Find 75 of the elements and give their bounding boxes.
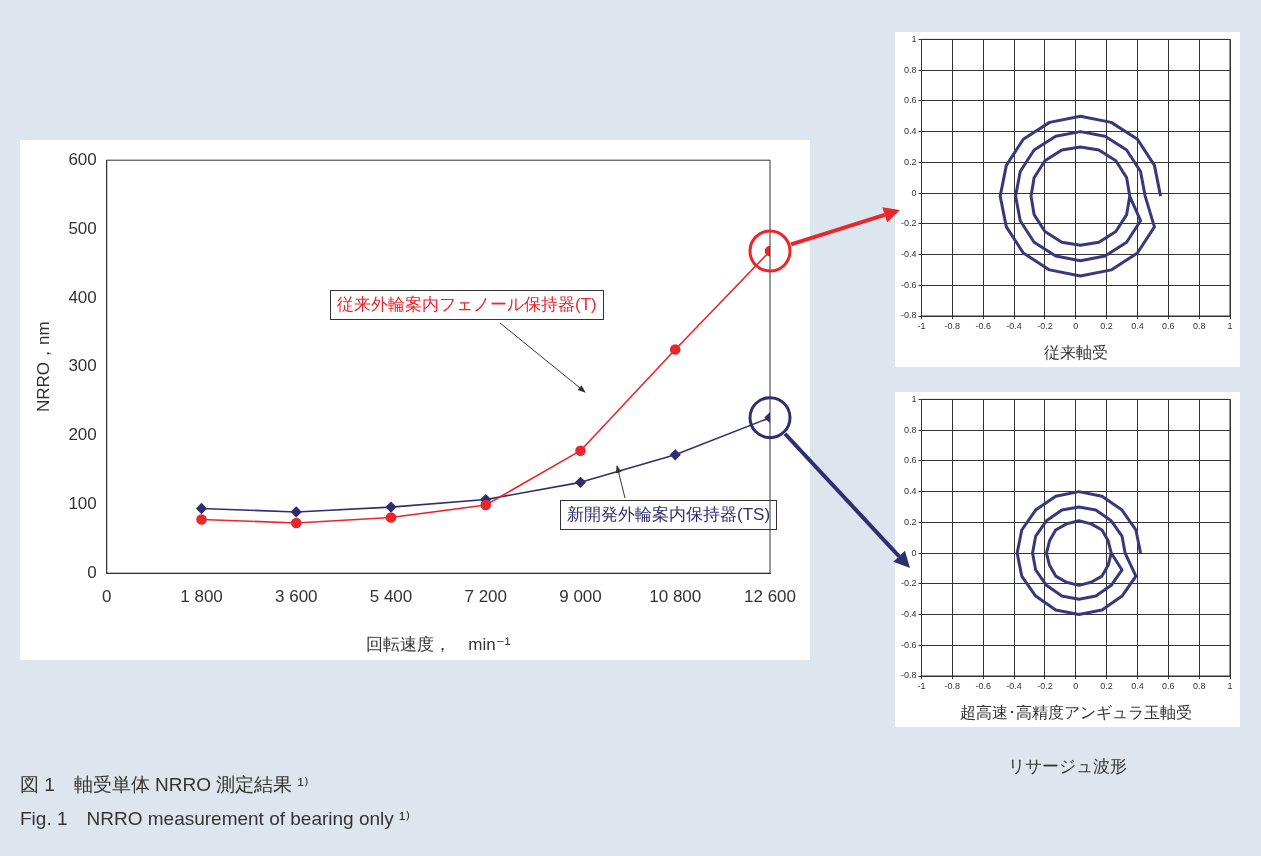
y-tick-label: 0.8 (903, 64, 917, 75)
point (196, 514, 207, 525)
point (385, 512, 397, 523)
y-tick-label: -0.8 (900, 310, 917, 321)
point (669, 449, 681, 461)
y-tick-label: 600 (68, 149, 97, 169)
x-tick-label: 0.8 (1192, 680, 1206, 691)
point (290, 506, 302, 518)
y-tick-label: 1 (911, 33, 917, 44)
x-tick-label: 0.6 (1162, 680, 1175, 691)
x-tick-label: 5 400 (369, 587, 413, 607)
x-tick-label: -0.2 (1037, 680, 1053, 691)
x-tick-label: 1 (1227, 680, 1233, 691)
x-tick-label: 1 800 (180, 587, 223, 607)
x-tick-label: -0.6 (975, 320, 991, 331)
point (385, 501, 397, 513)
point (669, 344, 681, 355)
x-tick-label: -0.6 (975, 680, 991, 691)
y-tick-label: 0.2 (903, 516, 917, 527)
y-tick-label: 0.2 (903, 156, 917, 167)
y-tick-label: 100 (68, 494, 97, 514)
y-tick-label: -0.2 (900, 218, 917, 229)
text: リサージュ波形 (1007, 756, 1128, 778)
y-axis-title: NRRO，nm (33, 321, 53, 413)
x-tick-label: 0.4 (1131, 320, 1144, 331)
x-axis-title: 回転速度， min⁻¹ (366, 635, 511, 655)
x-tick-label: 3 600 (274, 587, 318, 607)
x-tick-label: -0.4 (1006, 680, 1022, 691)
x-tick-label: -1 (917, 680, 926, 691)
y-tick-label: 400 (68, 287, 97, 307)
x-axis-title: 超高速･高精度アンギュラ玉軸受 (959, 703, 1192, 721)
x-tick-label: 0 (1073, 320, 1079, 331)
x-tick-label: 0.6 (1162, 320, 1175, 331)
x-tick-label: 9 000 (559, 587, 602, 607)
y-tick-label: -0.6 (900, 639, 917, 650)
point (290, 517, 302, 529)
point (575, 477, 586, 488)
x-tick-label: 10 800 (649, 587, 702, 607)
x-tick-label: -0.4 (1006, 320, 1022, 331)
y-tick-label: 0 (911, 187, 917, 198)
y-tick-label: -0.6 (900, 279, 917, 290)
x-tick-label: 0 (102, 587, 112, 607)
x-tick-label: -1 (917, 320, 926, 331)
y-tick-label: 1 (911, 393, 917, 404)
y-tick-label: 0.6 (903, 95, 917, 106)
x-tick-label: -0.8 (944, 320, 961, 331)
y-tick-label: -0.4 (900, 609, 917, 620)
y-tick-label: 0.4 (903, 126, 917, 137)
y-tick-label: 0 (87, 562, 97, 582)
x-tick-label: 0.2 (1100, 320, 1113, 331)
x-tick-label: 1 (1227, 320, 1233, 331)
y-tick-label: 200 (68, 425, 97, 445)
x-tick-label: 0.4 (1131, 680, 1144, 691)
x-tick-label: -0.2 (1037, 320, 1053, 331)
y-tick-label: 0.6 (903, 455, 917, 466)
y-tick-label: -0.8 (900, 670, 917, 681)
y-tick-label: -0.4 (900, 249, 917, 260)
point (575, 445, 586, 456)
y-tick-label: 0.4 (903, 486, 917, 497)
x-tick-label: 0.2 (1100, 680, 1113, 691)
caption: 図 1 軸受単体 NRRO 測定結果 ¹⁾ (20, 773, 310, 797)
point (196, 503, 207, 514)
caption: Fig. 1 NRRO measurement of bearing only ¹⁾ (20, 807, 411, 831)
point (480, 499, 492, 511)
y-tick-label: 500 (68, 218, 97, 238)
x-tick-label: -0.8 (944, 680, 961, 691)
y-tick-label: -0.2 (900, 578, 917, 589)
y-tick-label: 0.8 (903, 424, 917, 435)
x-axis-title: 従来軸受 (1043, 343, 1108, 361)
x-tick-label: 0.8 (1192, 320, 1206, 331)
x-tick-label: 0 (1073, 680, 1079, 691)
x-tick-label: 7 200 (464, 587, 508, 607)
y-tick-label: 300 (68, 356, 97, 376)
y-tick-label: 0 (911, 547, 917, 558)
x-tick-label: 12 600 (744, 587, 796, 607)
